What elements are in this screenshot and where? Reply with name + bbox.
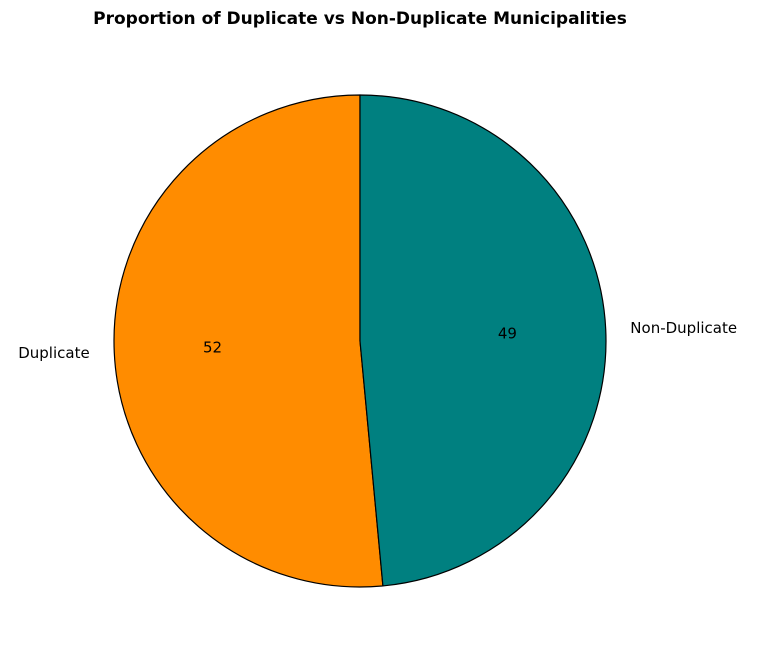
slice-value-label: 49 [498, 325, 517, 343]
pie-slices [113, 94, 607, 588]
pie-labels: Duplicate 52 Non-Duplicate 49 [18, 319, 737, 362]
pie-slice-duplicate [113, 94, 384, 588]
pie-slice-non-duplicate [359, 94, 607, 587]
slice-value-label: 52 [203, 338, 222, 356]
slice-label: Duplicate [18, 344, 89, 362]
chart-title: Proportion of Duplicate vs Non-Duplicate… [93, 9, 627, 29]
slice-label: Non-Duplicate [630, 319, 737, 337]
